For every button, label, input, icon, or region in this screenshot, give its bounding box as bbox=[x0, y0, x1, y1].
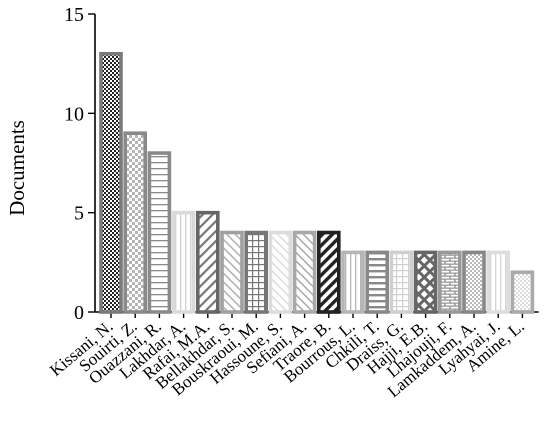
x-tick-labels: Kissani, N.Souirti, Z.Ouazzani, R.Lakhda… bbox=[46, 317, 528, 402]
bar bbox=[365, 250, 390, 314]
bar bbox=[510, 270, 535, 314]
bar bbox=[196, 210, 220, 314]
y-tick-label: 0 bbox=[74, 302, 84, 324]
bar bbox=[341, 250, 365, 314]
bar bbox=[220, 230, 244, 314]
bar bbox=[316, 230, 341, 314]
bar bbox=[462, 250, 486, 314]
bar bbox=[389, 250, 414, 314]
bar bbox=[147, 151, 172, 314]
bar bbox=[268, 230, 293, 314]
bar bbox=[437, 250, 462, 314]
bars bbox=[99, 51, 535, 314]
bar bbox=[171, 210, 196, 314]
bar bbox=[413, 250, 438, 314]
bar bbox=[486, 250, 511, 314]
bar bbox=[123, 131, 147, 314]
y-axis-label: Documents bbox=[5, 120, 29, 216]
y-tick-label: 15 bbox=[64, 4, 84, 26]
y-tick-label: 10 bbox=[64, 103, 84, 125]
bar bbox=[244, 230, 268, 314]
bar bbox=[99, 51, 123, 314]
y-tick-label: 5 bbox=[74, 203, 84, 225]
bar bbox=[292, 230, 317, 314]
